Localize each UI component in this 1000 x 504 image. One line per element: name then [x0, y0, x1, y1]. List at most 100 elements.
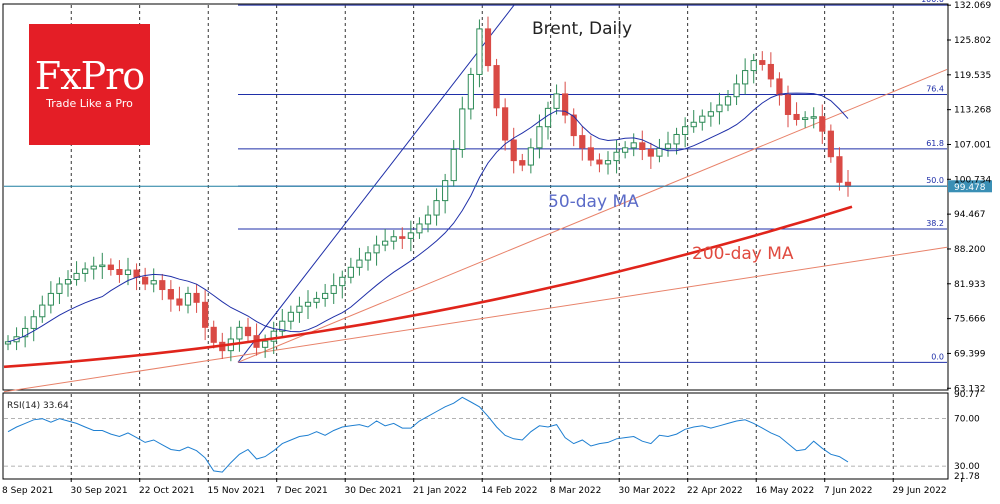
candle-up [673, 133, 680, 145]
candle-down [579, 135, 586, 149]
candle-up [622, 147, 629, 153]
ma200-line [3, 205, 853, 369]
current-price-label: 99.478 [954, 183, 986, 193]
candle-up [613, 151, 620, 162]
time-tick-label: 30 Dec 2021 [345, 486, 403, 496]
candle-down [202, 301, 209, 328]
rsi-tick-label: 70.00 [954, 415, 980, 425]
candle-down [193, 292, 200, 303]
fxpro-logo: FxPro Trade Like a Pro [29, 24, 150, 145]
time-tick-label: 16 May 2022 [756, 486, 815, 496]
candle-down [159, 280, 166, 291]
candle-down [176, 298, 183, 306]
rsi-title: RSI(14) 33.64 [7, 401, 69, 411]
candle-up [39, 304, 46, 318]
candle-down [759, 60, 766, 65]
candle-up [347, 266, 354, 278]
candle-down [142, 276, 149, 285]
candle-up [433, 200, 440, 216]
price-tick-label: 81.933 [954, 280, 986, 290]
candle-up [82, 268, 89, 274]
candle-up [527, 147, 534, 166]
candle-down [493, 65, 500, 109]
candle-up [313, 297, 320, 303]
price-axis: 132.069 125.802 119.535 113.268 107.001 100.7… [947, 1, 991, 394]
candle-up [64, 279, 72, 285]
fib-level-label: 76.4 [926, 84, 944, 93]
time-tick-label: 14 Feb 2022 [482, 486, 538, 496]
candle-up [356, 259, 363, 268]
candle-down [570, 114, 577, 137]
moving-averages [3, 92, 853, 369]
ma50-line [7, 92, 849, 343]
candle-up [287, 311, 294, 322]
candle-down [133, 269, 140, 278]
price-tick-label: 119.535 [954, 71, 991, 81]
candle-up [330, 285, 337, 294]
candle-up [364, 252, 372, 261]
rsi-tick-label: 21.78 [954, 472, 980, 482]
current-price-box [948, 180, 992, 193]
chart-annotations: Brent, Daily RSI(14) 33.64 50-day MA 200… [7, 19, 794, 411]
time-tick-label: 8 Mar 2022 [550, 486, 601, 496]
candle-up [382, 240, 389, 246]
candle-down [784, 94, 792, 115]
candle-down [484, 28, 492, 67]
candle-up [56, 283, 63, 294]
candle-up [742, 70, 749, 85]
time-tick-label: 15 Nov 2021 [208, 486, 266, 496]
candle-down [647, 148, 654, 157]
current-price-line: 99.478 [4, 180, 992, 193]
price-candles [4, 16, 852, 362]
candle-up [656, 147, 663, 157]
fib-level-label: 100.0 [921, 0, 944, 4]
candle-up [90, 265, 97, 270]
time-tick-label: 30 Mar 2022 [619, 486, 676, 496]
candle-up [416, 223, 423, 234]
candle-up [390, 236, 397, 242]
candle-up [604, 160, 612, 165]
rsi-series [7, 396, 849, 473]
candle-up [664, 143, 672, 149]
candle-down [776, 78, 783, 96]
candle-down [827, 130, 834, 158]
ma50-label: 50-day MA [548, 192, 639, 212]
candle-down [116, 269, 123, 276]
candle-up [544, 107, 552, 128]
candle-up [124, 269, 132, 276]
candle-up [73, 272, 80, 281]
candle-up [279, 320, 286, 332]
candle-up [450, 148, 457, 182]
candle-up [184, 292, 192, 306]
candle-up [707, 111, 714, 117]
price-tick-label: 107.001 [954, 140, 991, 150]
fib-level-label: 61.8 [926, 139, 944, 148]
candle-down [167, 289, 174, 300]
candle-up [442, 180, 449, 202]
price-tick-label: 94.467 [954, 210, 986, 220]
candle-up [467, 73, 474, 110]
candle-up [262, 340, 269, 348]
time-tick-label: 29 Jun 2022 [893, 486, 947, 496]
price-tick-label: 69.399 [954, 349, 986, 359]
candle-up [630, 142, 637, 149]
candle-up [733, 83, 740, 98]
rsi-tick-label: 90.77 [954, 390, 980, 400]
candle-up [407, 232, 414, 239]
candle-down [596, 159, 603, 165]
trend-lines [3, 69, 948, 393]
logo-wordmark: FxPro [34, 54, 145, 98]
price-tick-label: 63.132 [954, 384, 986, 394]
candle-up [699, 115, 706, 123]
fib-level-label: 50.0 [926, 176, 944, 185]
price-tick-label: 125.802 [954, 36, 991, 46]
candle-down [399, 236, 406, 239]
candle-down [510, 139, 517, 162]
ma200-label: 200-day MA [692, 244, 794, 264]
candle-down [836, 156, 843, 183]
price-tick-label: 88.200 [954, 245, 986, 255]
candle-up [30, 316, 37, 329]
candle-up [553, 93, 560, 109]
